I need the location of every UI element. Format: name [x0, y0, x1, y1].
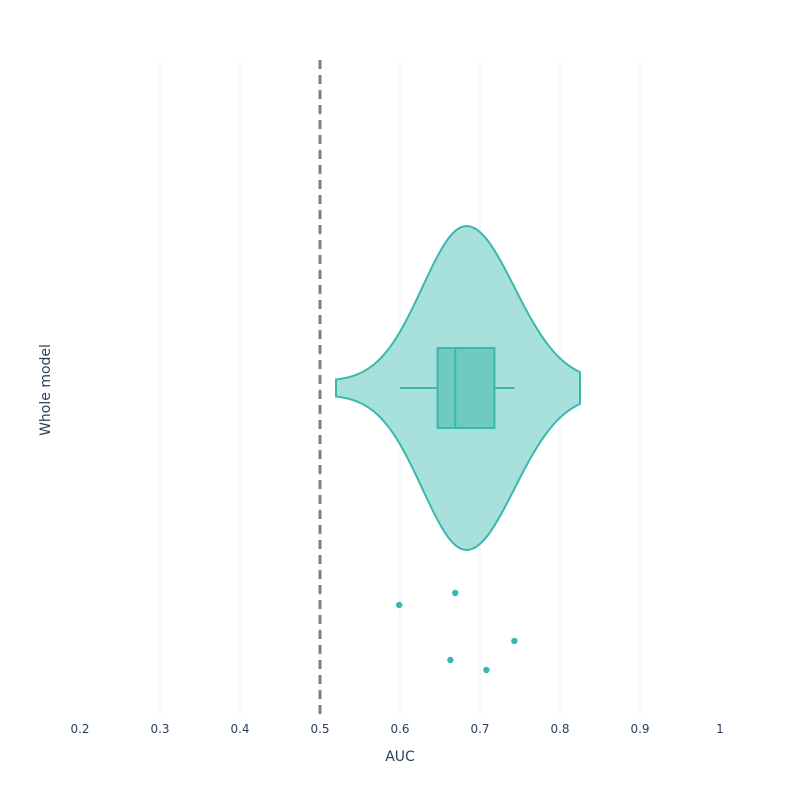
x-tick-labels: 0.2 0.3 0.4 0.5 0.6 0.7 0.8 0.9 1 [70, 722, 723, 736]
x-tick-label: 0.8 [550, 722, 569, 736]
x-axis-title: AUC [385, 749, 415, 765]
data-point [511, 637, 518, 645]
violin-group [335, 225, 581, 551]
x-tick-label: 0.6 [390, 722, 409, 736]
y-axis-title: Whole model [38, 344, 54, 436]
x-tick-label: 0.2 [70, 722, 89, 736]
data-point [452, 589, 459, 597]
x-tick-label: 1 [716, 722, 724, 736]
x-tick-label: 0.5 [310, 722, 329, 736]
x-tick-label: 0.7 [470, 722, 489, 736]
data-point [447, 656, 454, 664]
outlier-points [396, 589, 518, 674]
data-point [483, 666, 490, 674]
data-point [396, 601, 403, 609]
x-tick-label: 0.4 [230, 722, 249, 736]
box-iqr [436, 347, 496, 429]
x-tick-label: 0.3 [150, 722, 169, 736]
x-tick-label: 0.9 [630, 722, 649, 736]
